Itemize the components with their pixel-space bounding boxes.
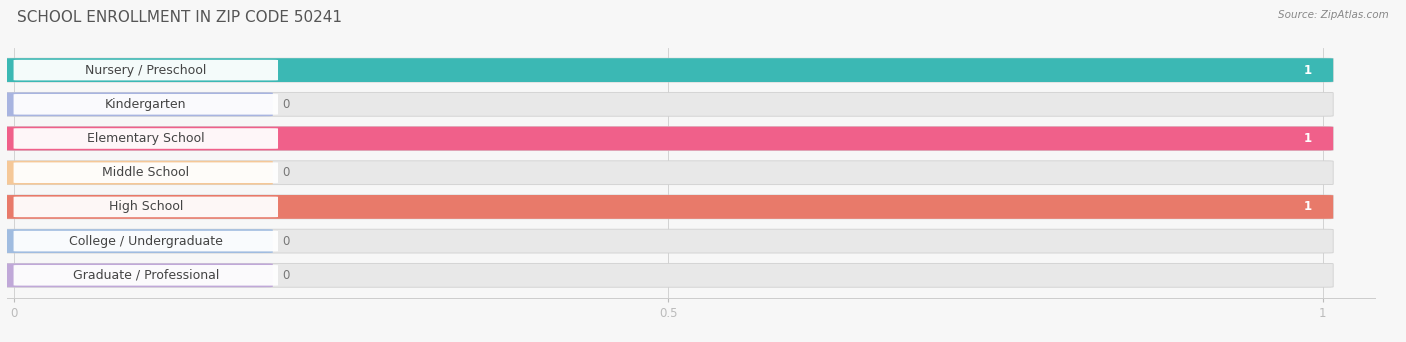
FancyBboxPatch shape: [14, 231, 278, 251]
FancyBboxPatch shape: [3, 92, 1333, 116]
FancyBboxPatch shape: [14, 128, 278, 149]
Text: College / Undergraduate: College / Undergraduate: [69, 235, 222, 248]
Text: SCHOOL ENROLLMENT IN ZIP CODE 50241: SCHOOL ENROLLMENT IN ZIP CODE 50241: [17, 10, 342, 25]
FancyBboxPatch shape: [3, 229, 273, 253]
FancyBboxPatch shape: [14, 60, 278, 80]
FancyBboxPatch shape: [3, 263, 1333, 287]
FancyBboxPatch shape: [3, 229, 1333, 253]
FancyBboxPatch shape: [3, 263, 273, 287]
FancyBboxPatch shape: [14, 197, 278, 217]
Text: 1: 1: [1305, 64, 1312, 77]
Text: 0: 0: [283, 269, 290, 282]
FancyBboxPatch shape: [3, 58, 1333, 82]
Text: High School: High School: [108, 200, 183, 213]
FancyBboxPatch shape: [3, 127, 1333, 150]
Text: 0: 0: [283, 166, 290, 179]
FancyBboxPatch shape: [3, 161, 273, 185]
FancyBboxPatch shape: [14, 94, 278, 115]
FancyBboxPatch shape: [3, 127, 1333, 150]
Text: Kindergarten: Kindergarten: [105, 98, 187, 111]
FancyBboxPatch shape: [14, 162, 278, 183]
Text: 1: 1: [1305, 200, 1312, 213]
Text: 0: 0: [283, 98, 290, 111]
Text: Graduate / Professional: Graduate / Professional: [73, 269, 219, 282]
FancyBboxPatch shape: [14, 265, 278, 286]
Text: Nursery / Preschool: Nursery / Preschool: [86, 64, 207, 77]
FancyBboxPatch shape: [3, 195, 1333, 219]
FancyBboxPatch shape: [3, 195, 1333, 219]
Text: 1: 1: [1305, 132, 1312, 145]
Text: 0: 0: [283, 235, 290, 248]
FancyBboxPatch shape: [3, 92, 273, 116]
Text: Elementary School: Elementary School: [87, 132, 205, 145]
Text: Source: ZipAtlas.com: Source: ZipAtlas.com: [1278, 10, 1389, 20]
Text: Middle School: Middle School: [103, 166, 190, 179]
FancyBboxPatch shape: [3, 58, 1333, 82]
FancyBboxPatch shape: [3, 161, 1333, 185]
